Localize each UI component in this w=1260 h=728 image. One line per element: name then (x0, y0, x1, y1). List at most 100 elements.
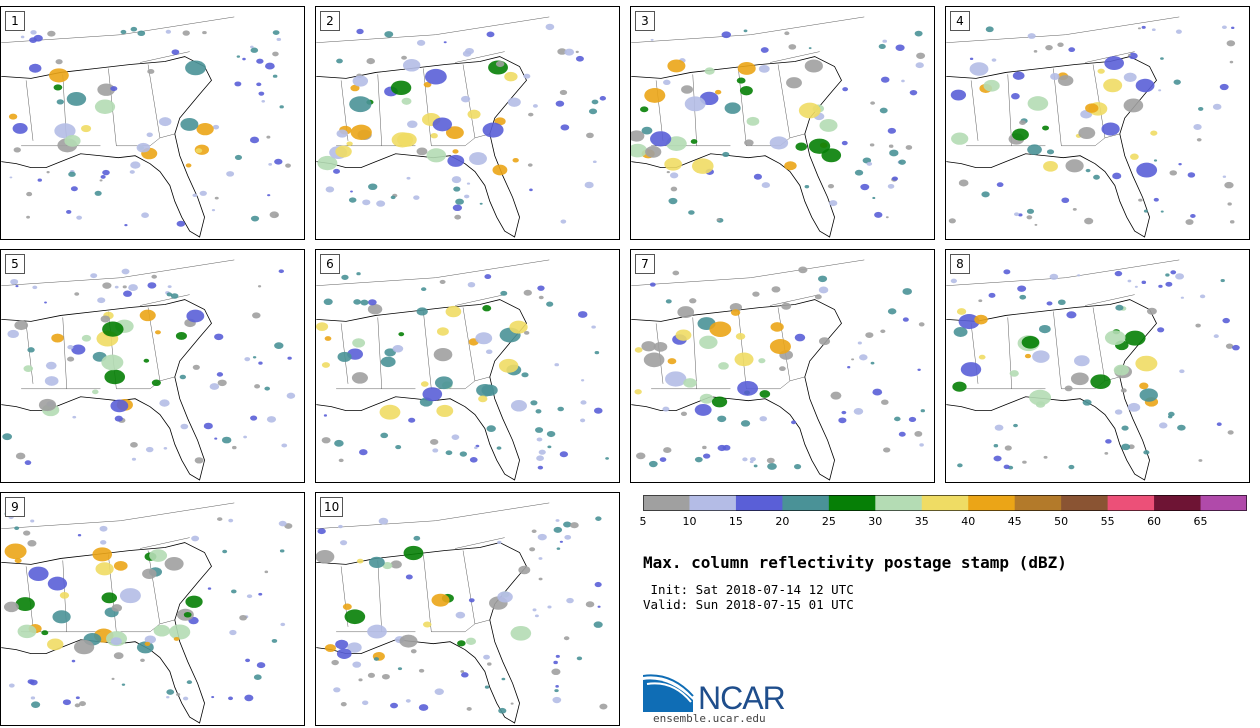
reflectivity-cell (1167, 415, 1173, 419)
reflectivity-cell (659, 457, 667, 462)
reflectivity-cell (180, 423, 189, 430)
reflectivity-cell (268, 162, 273, 166)
reflectivity-cell (92, 389, 99, 395)
reflectivity-cell (882, 39, 887, 43)
ncar-logo-icon (643, 674, 694, 712)
reflectivity-cell (650, 38, 654, 41)
reflectivity-cell (234, 154, 243, 160)
logo-url[interactable]: ensemble.ucar.edu (653, 712, 766, 725)
reflectivity-cell (222, 549, 228, 554)
reflectivity-cell (341, 274, 349, 280)
reflectivity-cell (1046, 301, 1053, 306)
reflectivity-cell (1121, 425, 1129, 431)
reflectivity-cell (974, 314, 988, 325)
reflectivity-cell (1128, 52, 1138, 60)
reflectivity-cell (991, 58, 997, 62)
reflectivity-cell (841, 410, 847, 415)
reflectivity-cell (1213, 334, 1219, 339)
reflectivity-cell (432, 448, 439, 453)
reflectivity-cell (264, 386, 270, 391)
reflectivity-cell (461, 95, 471, 103)
reflectivity-cell (139, 309, 156, 322)
reflectivity-cell (119, 588, 141, 604)
reflectivity-cell (594, 407, 603, 414)
reflectivity-cell (547, 445, 552, 449)
state-border (1085, 294, 1135, 306)
reflectivity-cell (465, 637, 477, 645)
reflectivity-cell (1021, 335, 1040, 349)
reflectivity-cell (79, 701, 86, 707)
reflectivity-cell (1177, 424, 1186, 431)
reflectivity-cell (1127, 53, 1131, 57)
reflectivity-cell (1232, 344, 1240, 351)
reflectivity-cell (993, 444, 999, 448)
reflectivity-cell (4, 543, 27, 560)
reflectivity-cell (350, 124, 372, 140)
reflectivity-cell (486, 425, 496, 433)
reflectivity-cell (555, 100, 565, 107)
reflectivity-cell (895, 44, 905, 52)
reflectivity-cell (482, 305, 492, 312)
reflectivity-cell (909, 89, 918, 96)
reflectivity-cell (486, 31, 495, 38)
reflectivity-cell (1226, 40, 1236, 47)
reflectivity-cell (209, 383, 220, 390)
reflectivity-cell (3, 601, 19, 613)
reflectivity-cell (124, 224, 128, 227)
reflectivity-cell (185, 163, 192, 168)
reflectivity-cell (1135, 355, 1158, 372)
reflectivity-cell (1104, 56, 1124, 71)
reflectivity-cell (1090, 374, 1111, 390)
reflectivity-cell (51, 333, 64, 343)
state-border (970, 80, 979, 141)
reflectivity-cell (287, 356, 292, 360)
reflectivity-cell (827, 183, 835, 189)
reflectivity-cell (478, 395, 488, 403)
reflectivity-cell (1064, 385, 1073, 392)
reflectivity-cell (1143, 209, 1148, 213)
state-border (770, 294, 820, 306)
reflectivity-cell (81, 124, 92, 133)
colorbar-tick-label: 30 (868, 515, 883, 528)
reflectivity-cell (711, 396, 728, 408)
reflectivity-cell (960, 362, 982, 377)
reflectivity-cell (165, 29, 172, 34)
coastline (946, 56, 1157, 238)
reflectivity-cell (111, 677, 115, 680)
state-border (159, 133, 175, 139)
reflectivity-cell (988, 292, 996, 298)
colorbar-tick-label: 20 (775, 515, 790, 528)
reflectivity-cell (324, 336, 332, 341)
reflectivity-cell (420, 381, 429, 387)
reflectivity-cell (352, 338, 366, 348)
reflectivity-cell (953, 327, 968, 337)
reflectivity-cell (523, 289, 532, 296)
reflectivity-cell (1032, 350, 1050, 363)
reflectivity-cell (1220, 278, 1225, 283)
state-border (147, 64, 161, 138)
colorbar (643, 495, 1247, 511)
reflectivity-cell (1027, 96, 1049, 111)
reflectivity-cell (570, 522, 579, 529)
reflectivity-cell (111, 604, 123, 612)
reflectivity-cell (510, 400, 527, 412)
colorbar-tick-label: 15 (728, 515, 743, 528)
reflectivity-cell (358, 678, 363, 682)
reflectivity-cell (981, 191, 990, 198)
reflectivity-cell (722, 151, 730, 158)
reflectivity-cell (759, 416, 768, 422)
reflectivity-cell (530, 400, 538, 406)
colorbar-tick-label: 45 (1007, 515, 1022, 528)
reflectivity-cell (267, 194, 271, 197)
reflectivity-cell (325, 186, 335, 193)
reflectivity-cell (634, 347, 643, 353)
reflectivity-cell (250, 47, 259, 53)
reflectivity-cell (8, 113, 18, 120)
reflectivity-cell (258, 361, 263, 365)
reflectivity-cell (901, 79, 905, 83)
reflectivity-cell (983, 79, 1000, 92)
reflectivity-cell (145, 446, 154, 453)
panel-label: 6 (320, 254, 340, 274)
reflectivity-cell (469, 152, 487, 166)
reflectivity-cell (898, 159, 906, 165)
